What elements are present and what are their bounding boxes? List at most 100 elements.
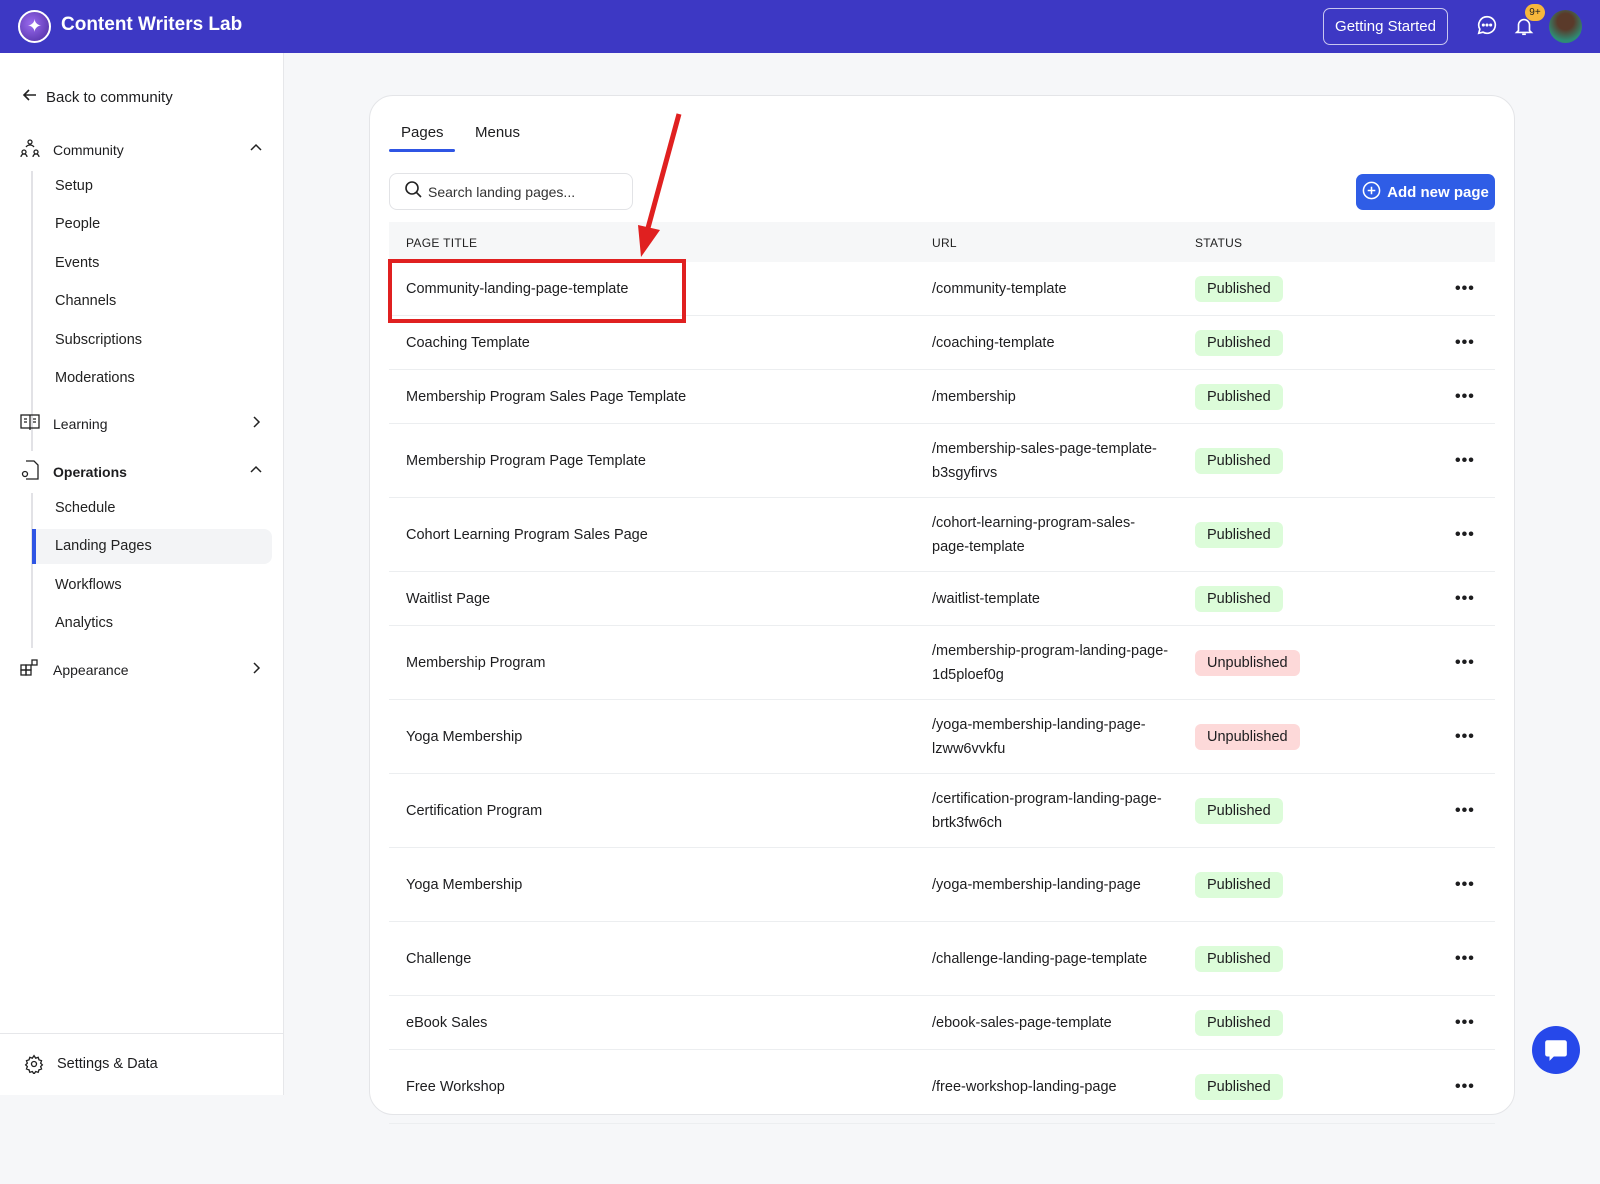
url-cell: /waitlist-template [932, 590, 1040, 607]
operations-doc-gear-icon [20, 460, 40, 483]
table-row[interactable]: Coaching Template /coaching-template Pub… [389, 316, 1495, 370]
url-cell: /certification-program-landing-page-brtk… [932, 790, 1162, 831]
sidebar-item-channels[interactable]: Channels [55, 293, 117, 309]
table-row[interactable]: Membership Program Page Template /member… [389, 424, 1495, 498]
status-badge: Published [1195, 383, 1283, 410]
getting-started-button[interactable]: Getting Started [1323, 8, 1448, 45]
app-title[interactable]: Content Writers Lab [61, 14, 243, 35]
page-title-cell[interactable]: Membership Program Page Template [406, 452, 646, 469]
table-row[interactable]: Membership Program /membership-program-l… [389, 626, 1495, 700]
sidebar-section-appearance[interactable]: Appearance [20, 658, 264, 681]
sidebar-item-setup[interactable]: Setup [55, 178, 93, 194]
search-box[interactable] [389, 173, 633, 210]
community-people-icon [20, 138, 40, 161]
sidebar-section-community[interactable]: Community [20, 138, 264, 161]
active-tab-indicator [389, 149, 455, 152]
table-row[interactable]: Yoga Membership /yoga-membership-landing… [389, 700, 1495, 774]
column-header-status[interactable]: STATUS [1195, 236, 1243, 250]
page-title-cell[interactable]: Yoga Membership [406, 876, 523, 893]
chevron-right-icon[interactable] [248, 414, 264, 433]
bell-icon[interactable] [1513, 14, 1535, 43]
url-cell: /membership-sales-page-template-b3sgyfir… [932, 440, 1157, 481]
sidebar-section-learning[interactable]: Learning [20, 413, 264, 434]
status-badge: Published [1195, 521, 1283, 548]
logo-sparkle-icon[interactable]: ✦ [18, 10, 51, 43]
support-chat-button[interactable] [1532, 1026, 1580, 1074]
sidebar-item-people[interactable]: People [55, 216, 101, 232]
sidebar-item-moderations[interactable]: Moderations [55, 370, 135, 386]
add-new-page-button[interactable]: Add new page [1356, 174, 1495, 210]
status-badge: Published [1195, 871, 1283, 898]
top-bar: ✦ Content Writers Lab Getting Started 9+ [0, 0, 1600, 53]
chevron-up-icon[interactable] [248, 462, 264, 481]
back-to-community-link[interactable]: Back to community [22, 87, 173, 107]
page-title-cell[interactable]: Cohort Learning Program Sales Page [406, 526, 648, 543]
active-indicator [32, 529, 272, 564]
search-icon [404, 180, 422, 203]
tree-line [31, 493, 33, 648]
sidebar-item-workflows[interactable]: Workflows [55, 577, 122, 593]
url-cell: /yoga-membership-landing-page-lzww6vvkfu [932, 716, 1146, 757]
column-header-page-title[interactable]: PAGE TITLE [406, 236, 478, 250]
url-cell: /ebook-sales-page-template [932, 1014, 1112, 1031]
page-title-cell[interactable]: Yoga Membership [406, 728, 523, 745]
chat-bubble-icon[interactable] [1476, 14, 1498, 41]
table-row[interactable]: Waitlist Page /waitlist-template Publish… [389, 572, 1495, 626]
table-row[interactable]: Yoga Membership /yoga-membership-landing… [389, 848, 1495, 922]
column-header-url[interactable]: URL [932, 236, 957, 250]
url-cell: /yoga-membership-landing-page [932, 876, 1141, 893]
table-row[interactable]: Certification Program /certification-pro… [389, 774, 1495, 848]
sidebar-item-landing-pages[interactable]: Landing Pages [55, 538, 152, 554]
sidebar-item-events[interactable]: Events [55, 255, 100, 271]
table-row[interactable]: Free Workshop /free-workshop-landing-pag… [389, 1050, 1495, 1124]
page-title-cell[interactable]: Community-landing-page-template [406, 280, 629, 297]
sidebar-section-operations[interactable]: Operations [20, 460, 264, 483]
settings-and-data-link[interactable]: Settings & Data [0, 1033, 284, 1095]
more-options-icon[interactable]: ••• [1455, 1077, 1475, 1095]
more-options-icon[interactable]: ••• [1455, 801, 1475, 819]
table-row[interactable]: Membership Program Sales Page Template /… [389, 370, 1495, 424]
table-row-partial [389, 1124, 1495, 1184]
more-options-icon[interactable]: ••• [1455, 451, 1475, 469]
page-title-cell[interactable]: Coaching Template [406, 334, 530, 351]
more-options-icon[interactable]: ••• [1455, 727, 1475, 745]
sidebar-item-analytics[interactable]: Analytics [55, 615, 114, 631]
page-title-cell[interactable]: Waitlist Page [406, 590, 491, 607]
more-options-icon[interactable]: ••• [1455, 653, 1475, 671]
tab-menus[interactable]: Menus [475, 124, 521, 141]
page-title-cell[interactable]: Membership Program Sales Page Template [406, 388, 687, 405]
page-title-cell[interactable]: Membership Program [406, 654, 546, 671]
more-options-icon[interactable]: ••• [1455, 589, 1475, 607]
appearance-blocks-icon [20, 658, 40, 681]
more-options-icon[interactable]: ••• [1455, 279, 1475, 297]
tree-line [31, 171, 33, 451]
gear-icon [24, 1054, 44, 1078]
more-options-icon[interactable]: ••• [1455, 333, 1475, 351]
chevron-up-icon[interactable] [248, 140, 264, 159]
page-title-cell[interactable]: Free Workshop [406, 1078, 505, 1095]
table-row[interactable]: Cohort Learning Program Sales Page /coho… [389, 498, 1495, 572]
page-title-cell[interactable]: eBook Sales [406, 1014, 488, 1031]
status-badge: Published [1195, 945, 1283, 972]
more-options-icon[interactable]: ••• [1455, 525, 1475, 543]
status-badge: Unpublished [1195, 723, 1300, 750]
status-badge: Published [1195, 1073, 1283, 1100]
chevron-right-icon[interactable] [248, 660, 264, 679]
more-options-icon[interactable]: ••• [1455, 1013, 1475, 1031]
table-row[interactable]: eBook Sales /ebook-sales-page-template P… [389, 996, 1495, 1050]
table-row[interactable]: Community-landing-page-template /communi… [389, 262, 1495, 316]
plus-circle-icon [1362, 181, 1381, 204]
sidebar-item-schedule[interactable]: Schedule [55, 500, 116, 516]
status-badge: Published [1195, 447, 1283, 474]
more-options-icon[interactable]: ••• [1455, 875, 1475, 893]
tab-pages[interactable]: Pages [401, 124, 444, 141]
page-title-cell[interactable]: Certification Program [406, 802, 543, 819]
page-title-cell[interactable]: Challenge [406, 950, 472, 967]
search-input[interactable] [428, 183, 618, 200]
avatar[interactable] [1549, 10, 1582, 43]
sidebar-item-subscriptions[interactable]: Subscriptions [55, 332, 143, 348]
more-options-icon[interactable]: ••• [1455, 949, 1475, 967]
more-options-icon[interactable]: ••• [1455, 387, 1475, 405]
table-row[interactable]: Challenge /challenge-landing-page-templa… [389, 922, 1495, 996]
url-cell: /community-template [932, 280, 1067, 297]
